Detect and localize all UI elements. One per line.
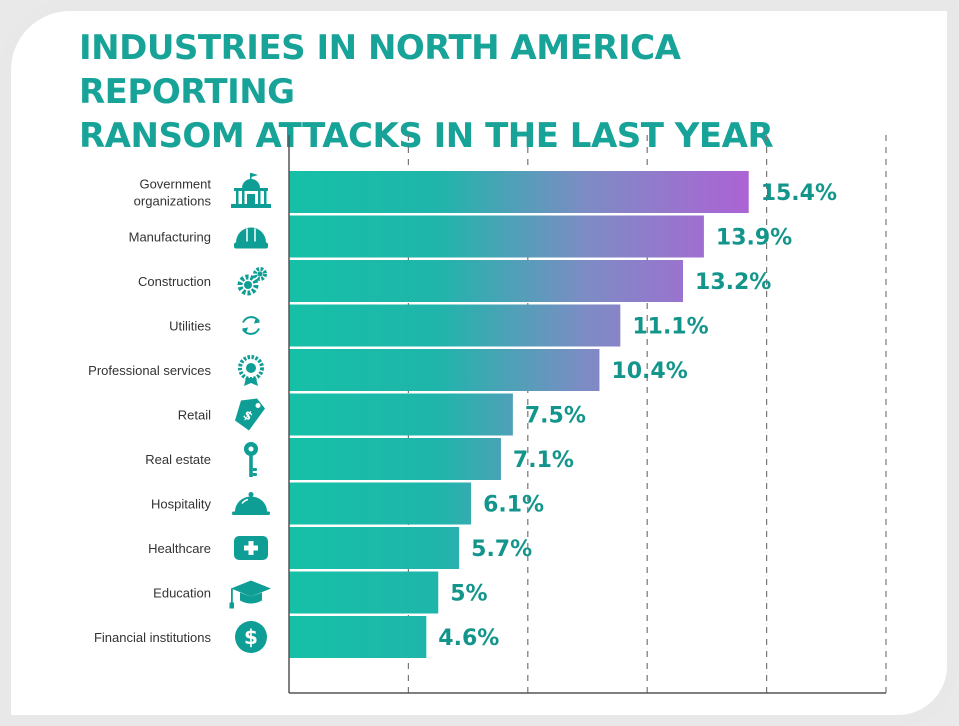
value-label-manufacturing: 13.9% <box>716 226 792 251</box>
key-icon <box>244 442 258 477</box>
value-label-utilities: 11.1% <box>632 315 708 340</box>
value-labels: 15.4% 13.9% 13.2% 11.1% 10.4% 7.5% 7.1% 6.1% 5.7… <box>438 181 837 651</box>
category-icons: $$ <box>229 173 271 653</box>
category-label-retail: Retail <box>178 408 211 423</box>
gears-icon <box>237 267 267 296</box>
category-label-government-organizations: Government organizations <box>134 177 212 209</box>
value-label-professional-services: 10.4% <box>611 359 687 384</box>
graduation-cap-icon <box>229 580 271 609</box>
government-building-icon <box>231 173 271 208</box>
bar-hospitality <box>289 482 472 525</box>
award-badge-icon <box>238 355 264 386</box>
bar-retail <box>289 393 513 436</box>
svg-text:$: $ <box>244 625 258 649</box>
bar-utilities <box>289 304 621 347</box>
bar-education <box>289 571 439 614</box>
category-label-construction: Construction <box>138 274 211 289</box>
category-label-real-estate: Real estate <box>145 452 211 467</box>
category-label-financial-institutions: Financial institutions <box>94 630 212 645</box>
bar-government-organizations <box>289 171 749 213</box>
value-label-government-organizations: 15.4% <box>761 181 837 206</box>
category-label-utilities: Utilities <box>169 319 211 334</box>
value-label-real-estate: 7.1% <box>513 448 574 473</box>
bar-financial-institutions <box>289 616 427 658</box>
serving-cloche-icon <box>232 492 270 515</box>
dollar-coin-icon: $ <box>235 621 267 653</box>
bar-real-estate <box>289 438 501 480</box>
chart-title-line-2: RANSOM ATTACKS IN THE LAST YEAR <box>79 116 774 156</box>
axes <box>288 135 886 694</box>
category-label-manufacturing: Manufacturing <box>129 230 211 245</box>
value-label-hospitality: 6.1% <box>483 493 544 518</box>
value-label-financial-institutions: 4.6% <box>438 626 499 651</box>
category-label-healthcare: Healthcare <box>148 541 211 556</box>
bar-professional-services <box>289 349 600 391</box>
bar-construction <box>289 260 684 302</box>
bar-manufacturing <box>289 215 704 258</box>
price-tag-icon: $ <box>235 398 265 431</box>
hard-hat-icon <box>234 227 268 249</box>
medical-kit-icon <box>234 536 268 560</box>
category-label-hospitality: Hospitality <box>151 497 211 512</box>
chart-title-line-1: INDUSTRIES IN NORTH AMERICA REPORTING <box>79 28 681 112</box>
value-label-healthcare: 5.7% <box>471 537 532 562</box>
category-label-professional-services: Professional services <box>88 363 211 378</box>
category-labels: Government organizations Manufacturing Cons… <box>88 177 211 646</box>
value-label-education: 5% <box>450 582 487 607</box>
bars <box>289 171 749 658</box>
value-label-construction: 13.2% <box>695 270 771 295</box>
category-label-education: Education <box>153 586 211 601</box>
bar-healthcare <box>289 527 460 569</box>
refresh-arrows-icon <box>242 316 260 335</box>
value-label-retail: 7.5% <box>525 404 586 429</box>
chart-title: INDUSTRIES IN NORTH AMERICA REPORTING RA… <box>79 26 899 158</box>
